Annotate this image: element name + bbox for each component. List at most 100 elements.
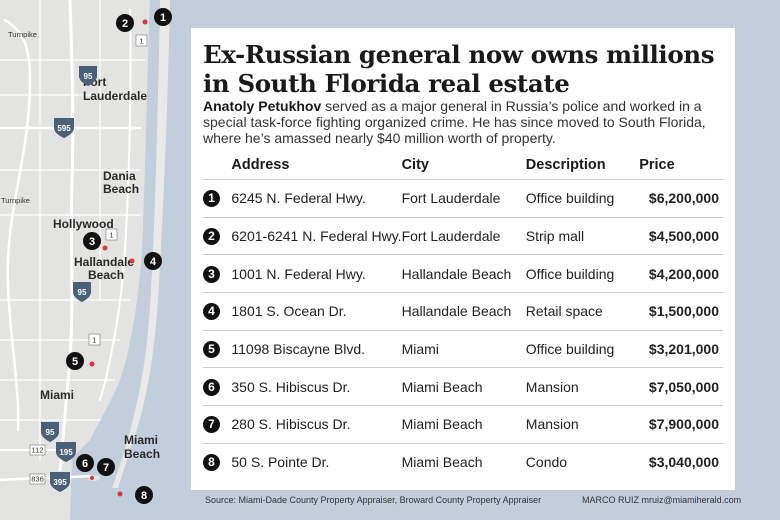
row-description: Office building bbox=[525, 254, 626, 293]
svg-text:2: 2 bbox=[122, 18, 128, 30]
row-description: Mansion bbox=[525, 367, 626, 406]
map-marker-4[interactable]: 4 bbox=[129, 252, 163, 270]
svg-text:395: 395 bbox=[53, 478, 67, 487]
row-city: Hallandale Beach bbox=[401, 254, 526, 293]
row-description: Strip mall bbox=[525, 216, 626, 255]
map-marker-1[interactable]: 1 bbox=[142, 8, 173, 26]
route-us1-c: 1 bbox=[88, 333, 101, 346]
label-turnpike-1: Turnpike bbox=[8, 30, 37, 39]
svg-text:95: 95 bbox=[84, 72, 93, 81]
table-row: 8 50 S. Pointe Dr. Miami Beach Condo $3,040,… bbox=[203, 442, 723, 481]
svg-text:1: 1 bbox=[109, 231, 113, 240]
intro-rest: served as a major general in Russia’s po… bbox=[203, 98, 706, 146]
header-description: Description bbox=[525, 157, 606, 173]
svg-text:595: 595 bbox=[57, 124, 71, 133]
property-table: Address City Description Price 1 6245 N. … bbox=[203, 151, 723, 481]
row-description: Mansion bbox=[525, 405, 626, 444]
header-city: City bbox=[401, 157, 429, 173]
label-dania-2: Beach bbox=[103, 182, 139, 196]
row-price: $3,201,000 bbox=[625, 329, 723, 368]
svg-text:6: 6 bbox=[82, 458, 88, 470]
map-marker-6[interactable]: 6 bbox=[76, 454, 94, 480]
table-row: 7 280 S. Hibiscus Dr. Miami Beach Mansion $7… bbox=[203, 405, 723, 444]
map-marker-8[interactable]: 8 bbox=[117, 486, 154, 504]
interstate-shield-95-a: 95 bbox=[79, 66, 97, 86]
intro-lead: Anatoly Petukhov bbox=[203, 98, 322, 114]
svg-text:1: 1 bbox=[92, 336, 96, 345]
road-i95 bbox=[58, 0, 75, 472]
row-number: 5 bbox=[203, 329, 232, 368]
table-row: 5 11098 Biscayne Blvd. Miami Office buildin… bbox=[203, 329, 723, 368]
svg-text:95: 95 bbox=[46, 428, 55, 437]
row-number: 8 bbox=[203, 442, 232, 481]
label-miami: Miami bbox=[40, 388, 74, 402]
row-address: 1801 S. Ocean Dr. bbox=[231, 292, 402, 331]
row-number: 1 bbox=[203, 179, 232, 218]
row-number-badge: 3 bbox=[203, 265, 220, 283]
svg-text:836: 836 bbox=[31, 475, 44, 484]
svg-text:5: 5 bbox=[72, 356, 78, 368]
table-row: 3 1001 N. Federal Hwy. Hallandale Beach Off… bbox=[203, 254, 723, 293]
row-address: 350 S. Hibiscus Dr. bbox=[231, 367, 402, 406]
map-marker-3[interactable]: 3 bbox=[83, 232, 108, 251]
row-number-badge: 6 bbox=[203, 378, 220, 396]
row-description: Retail space bbox=[525, 292, 626, 331]
intracoastal-waterway bbox=[90, 0, 160, 488]
interstate-shield-195: 195 bbox=[56, 442, 76, 462]
graphic-title: Ex-Russian general now owns millions in … bbox=[203, 40, 715, 98]
table-row: 1 6245 N. Federal Hwy. Fort Lauderdale Offi… bbox=[203, 179, 723, 218]
table-header-row: Address City Description Price bbox=[203, 151, 723, 180]
route-us1-a: 1 bbox=[135, 34, 148, 47]
label-hallandale-1: Hallandale bbox=[74, 255, 134, 269]
svg-text:1: 1 bbox=[160, 12, 166, 24]
header-address: Address bbox=[231, 157, 290, 173]
label-hollywood: Hollywood bbox=[53, 217, 114, 231]
svg-text:112: 112 bbox=[32, 446, 44, 455]
row-number-badge: 2 bbox=[203, 228, 220, 246]
map-marker-5[interactable]: 5 bbox=[66, 352, 95, 370]
road-turnpike bbox=[3, 18, 32, 432]
label-dania-1: Dania bbox=[103, 169, 136, 183]
row-price: $4,500,000 bbox=[625, 216, 723, 255]
map-marker-7[interactable]: 7 bbox=[97, 458, 115, 476]
row-number: 6 bbox=[203, 367, 232, 406]
row-address: 11098 Biscayne Blvd. bbox=[231, 329, 402, 368]
row-description: Office building bbox=[525, 179, 626, 218]
row-address: 1001 N. Federal Hwy. bbox=[231, 254, 402, 293]
row-address: 280 S. Hibiscus Dr. bbox=[231, 405, 402, 444]
intro-text: Anatoly Petukhov served as a major gener… bbox=[203, 98, 731, 146]
route-836: 836 bbox=[29, 473, 46, 485]
label-turnpike-2: Turnpike bbox=[1, 196, 30, 205]
row-city: Miami Beach bbox=[401, 405, 526, 444]
svg-text:7: 7 bbox=[103, 462, 109, 474]
interstate-shield-95-c: 95 bbox=[41, 422, 59, 442]
source-note: Source: Miami-Dade County Property Appra… bbox=[205, 495, 542, 505]
land-mass bbox=[0, 0, 150, 520]
row-city: Hallandale Beach bbox=[401, 292, 526, 331]
row-city: Miami Beach bbox=[401, 367, 526, 406]
row-number-badge: 5 bbox=[203, 341, 220, 359]
row-price: $7,050,000 bbox=[625, 367, 723, 406]
label-miami-beach-2: Beach bbox=[124, 447, 160, 461]
label-hallandale-2: Beach bbox=[88, 268, 124, 282]
row-number-badge: 8 bbox=[203, 454, 220, 472]
row-description: Office building bbox=[525, 329, 626, 368]
svg-text:1: 1 bbox=[139, 37, 143, 46]
header-num bbox=[203, 151, 231, 180]
row-price: $1,500,000 bbox=[625, 292, 723, 331]
route-112: 112 bbox=[29, 444, 46, 456]
row-number: 2 bbox=[203, 216, 232, 255]
interstate-shield-595: 595 bbox=[54, 118, 74, 138]
row-city: Fort Lauderdale bbox=[401, 179, 526, 218]
row-address: 6201-6241 N. Federal Hwy. bbox=[231, 216, 402, 255]
label-fort-lauderdale-2: Lauderdale bbox=[83, 89, 147, 103]
row-address: 6245 N. Federal Hwy. bbox=[231, 179, 402, 218]
map-marker-2[interactable]: 2 bbox=[116, 14, 134, 32]
row-price: $4,200,000 bbox=[625, 254, 723, 293]
table-row: 2 6201-6241 N. Federal Hwy. Fort Lauderdal… bbox=[203, 216, 723, 255]
label-miami-beach-1: Miami bbox=[124, 433, 158, 447]
row-number-badge: 7 bbox=[203, 416, 220, 434]
table-row: 4 1801 S. Ocean Dr. Hallandale Beach Retail… bbox=[203, 292, 723, 331]
header-price: Price bbox=[639, 157, 675, 173]
